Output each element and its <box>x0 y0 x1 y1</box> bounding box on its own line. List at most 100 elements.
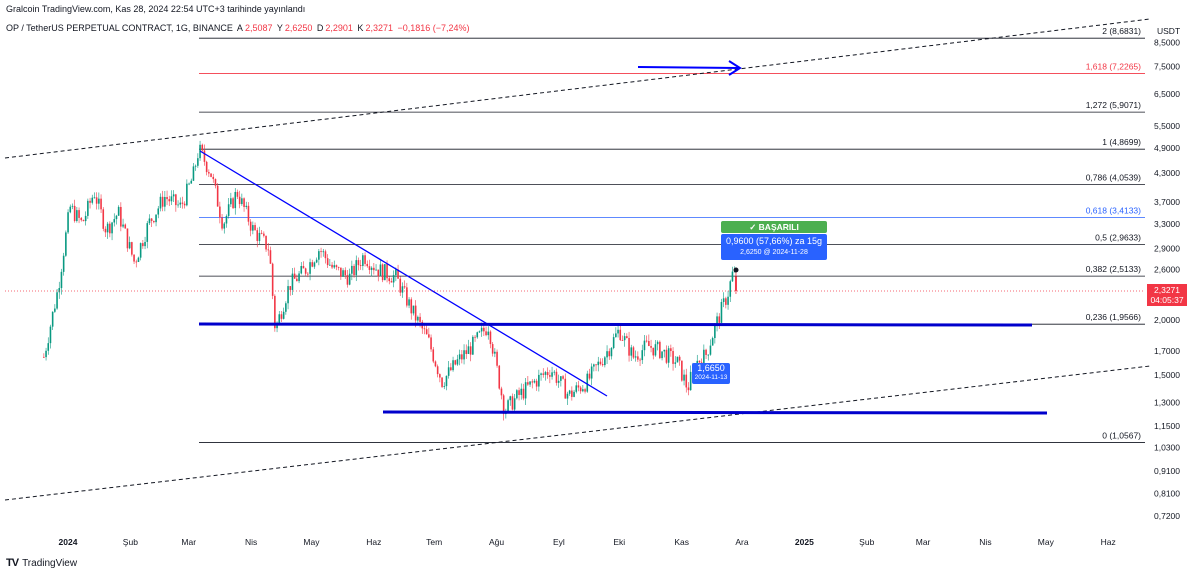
candle <box>71 203 74 210</box>
fib-levels: 2 (8,6831) 1,618 (7,2265) 1,272 (5,9071) 1 … <box>199 26 1145 443</box>
candle <box>575 382 578 394</box>
price-tick: 1,3000 <box>1154 398 1180 408</box>
price-tick: 0,8100 <box>1154 488 1180 498</box>
candle <box>236 189 239 199</box>
candle <box>643 335 646 357</box>
time-tick: Şub <box>123 537 138 547</box>
price-tick: 2,9000 <box>1154 244 1180 254</box>
candle <box>711 336 714 346</box>
candle <box>298 270 300 284</box>
projection-target: 2,6250 @ 2024-11-28 <box>740 249 808 256</box>
candle <box>529 381 531 387</box>
fib-label-1: 1,618 (7,2265) <box>1086 61 1141 71</box>
candle <box>186 179 188 207</box>
candle <box>225 214 228 228</box>
time-tick: Ara <box>735 537 749 547</box>
candle <box>430 334 432 352</box>
price-tick: 4,9000 <box>1154 143 1180 153</box>
projection-label[interactable]: 0,9600 (57,66%) za 15g 2,6250 @ 2024-11-… <box>721 234 827 260</box>
brand-name[interactable]: TradingView <box>22 557 78 569</box>
price-tick: 1,5000 <box>1154 370 1180 380</box>
resistance-line[interactable] <box>198 322 1033 327</box>
candle <box>439 373 441 383</box>
price-tick: 2,6000 <box>1154 265 1180 275</box>
candle <box>384 264 386 281</box>
candle <box>348 268 351 286</box>
candle <box>557 374 560 388</box>
candle <box>725 296 727 309</box>
target-arrow[interactable] <box>637 66 739 69</box>
candle <box>432 346 435 364</box>
candle <box>485 326 487 337</box>
candle <box>441 377 443 388</box>
candle <box>223 221 226 234</box>
drawings <box>5 60 1145 415</box>
candle <box>175 193 177 212</box>
candle <box>434 360 437 368</box>
time-tick: Nis <box>979 537 991 547</box>
candle <box>148 214 151 225</box>
candle <box>271 262 274 300</box>
time-axis[interactable]: 2024 Şub Mar Nis May Haz Tem Ağu Eyl Eki Kas Ara 202… <box>59 537 1116 547</box>
fib-label-4: 0,786 (4,0539) <box>1086 172 1141 182</box>
candle <box>216 183 219 207</box>
candle <box>474 334 476 342</box>
candle <box>106 221 109 239</box>
candle <box>194 164 197 171</box>
candle <box>593 363 595 372</box>
candle <box>351 260 353 281</box>
candle <box>340 267 342 280</box>
candle <box>586 370 589 393</box>
descending-trendline[interactable] <box>199 150 608 397</box>
lower-channel-line[interactable] <box>4 365 1151 501</box>
candle <box>487 326 490 340</box>
candle <box>509 395 512 406</box>
time-tick: Eyl <box>553 537 565 547</box>
high-value: 2,6250 <box>284 23 313 33</box>
candle <box>278 310 281 324</box>
support-line[interactable] <box>382 410 1048 415</box>
candle <box>212 173 215 183</box>
candlesticks <box>43 140 737 421</box>
candle <box>214 178 217 189</box>
candle <box>670 344 672 357</box>
candle <box>234 188 237 215</box>
candle <box>135 259 138 268</box>
candle <box>597 356 600 372</box>
candle <box>122 218 124 229</box>
candle <box>203 144 206 166</box>
symbol-name[interactable]: OP / TetherUS PERPETUAL CONTRACT, 1G, BI… <box>6 23 233 33</box>
time-tick: 2024 <box>59 537 78 547</box>
candle <box>364 252 366 267</box>
candle <box>307 272 309 278</box>
price-axis[interactable]: 8,5000 7,5000 6,5000 5,5000 4,9000 4,3000 3,70… <box>1154 37 1180 521</box>
projection-point <box>733 267 739 273</box>
candle <box>568 389 571 396</box>
fib-label-2: 1,272 (5,9071) <box>1086 100 1141 110</box>
candle <box>293 267 296 279</box>
candle <box>590 363 593 386</box>
candle <box>654 339 657 357</box>
entry-label[interactable]: 1,6650 2024-11-13 <box>692 363 730 384</box>
upper-channel-line[interactable] <box>4 18 1151 159</box>
candle <box>322 248 325 257</box>
candle <box>296 274 298 282</box>
price-tick: 2,0000 <box>1154 315 1180 325</box>
price-tick: 1,1500 <box>1154 421 1180 431</box>
tradingview-logo-icon[interactable]: TV <box>6 557 19 569</box>
price-tick: 3,3000 <box>1154 219 1180 229</box>
candle <box>291 268 294 296</box>
candle <box>304 267 307 276</box>
candle <box>716 312 718 332</box>
currency-label[interactable]: USDT <box>1157 26 1181 36</box>
candle <box>513 394 516 413</box>
price-tick: 3,7000 <box>1154 197 1180 207</box>
candle <box>102 207 105 232</box>
candle <box>227 197 230 219</box>
candle <box>577 380 580 392</box>
candle <box>417 315 419 323</box>
candle <box>707 354 710 361</box>
candle <box>287 279 289 310</box>
candle <box>549 369 551 384</box>
